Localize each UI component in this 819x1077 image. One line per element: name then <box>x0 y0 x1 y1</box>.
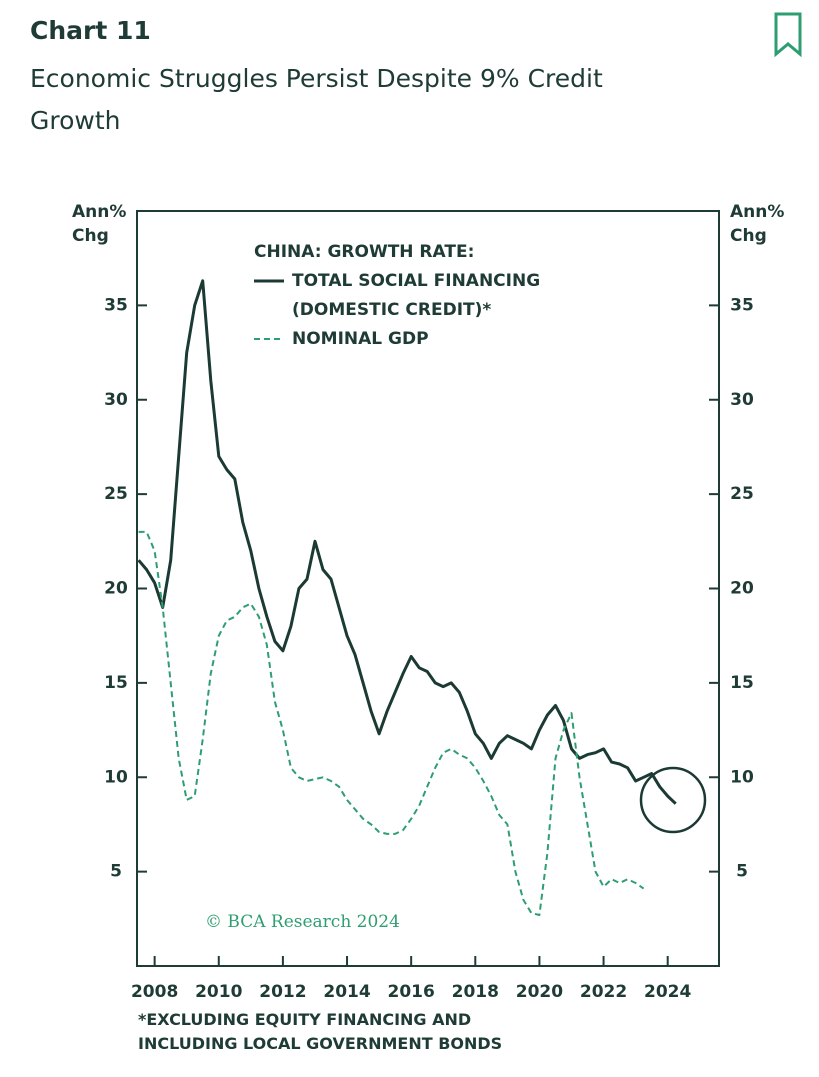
y2-tick-label: 5 <box>736 862 748 882</box>
x-tick-label: 2008 <box>131 982 178 1002</box>
y2-tick-label: 30 <box>730 390 754 410</box>
legend: CHINA: GROWTH RATE: TOTAL SOCIAL FINANCI… <box>254 238 582 354</box>
y2-tick-label: 25 <box>730 484 754 504</box>
x-tick-label: 2016 <box>388 982 435 1002</box>
watermark: © BCA Research 2024 <box>205 912 400 932</box>
legend-item: NOMINAL GDP <box>254 325 582 354</box>
series-line <box>138 530 645 916</box>
x-tick-label: 2024 <box>644 982 691 1002</box>
chart-number: Chart 11 <box>30 16 151 45</box>
x-tick-label: 2022 <box>580 982 627 1002</box>
y-tick-label: 30 <box>104 390 128 410</box>
legend-swatch <box>254 338 284 340</box>
x-tick-label: 2012 <box>259 982 306 1002</box>
legend-label: NOMINAL GDP <box>292 329 429 349</box>
x-tick-label: 2018 <box>452 982 499 1002</box>
x-tick-label: 2010 <box>195 982 242 1002</box>
highlight-circle <box>639 766 707 834</box>
y-tick-label: 5 <box>110 862 122 882</box>
legend-swatch <box>254 279 284 283</box>
y-tick-label: 20 <box>104 579 128 599</box>
y-axis-label: Ann% Chg <box>72 202 127 246</box>
x-tick-label: 2020 <box>516 982 563 1002</box>
y-tick-label: 35 <box>104 295 128 315</box>
bookmark-icon[interactable] <box>774 12 802 58</box>
footnote: *EXCLUDING EQUITY FINANCING AND INCLUDIN… <box>138 1010 503 1053</box>
legend-item: TOTAL SOCIAL FINANCING (DOMESTIC CREDIT)… <box>254 267 582 325</box>
y2-tick-label: 20 <box>730 579 754 599</box>
y2-tick-label: 35 <box>730 295 754 315</box>
chart-title: Economic Struggles Persist Despite 9% Cr… <box>30 64 603 135</box>
legend-label: TOTAL SOCIAL FINANCING (DOMESTIC CREDIT)… <box>292 271 541 320</box>
y2-tick-label: 10 <box>730 767 754 787</box>
y2-tick-label: 15 <box>730 673 754 693</box>
y-tick-label: 15 <box>104 673 128 693</box>
legend-title: CHINA: GROWTH RATE: <box>254 242 475 262</box>
y-tick-label: 10 <box>104 767 128 787</box>
y-tick-label: 25 <box>104 484 128 504</box>
y2-axis-label: Ann% Chg <box>730 202 785 246</box>
x-tick-label: 2014 <box>323 982 370 1002</box>
series-line <box>137 279 677 805</box>
